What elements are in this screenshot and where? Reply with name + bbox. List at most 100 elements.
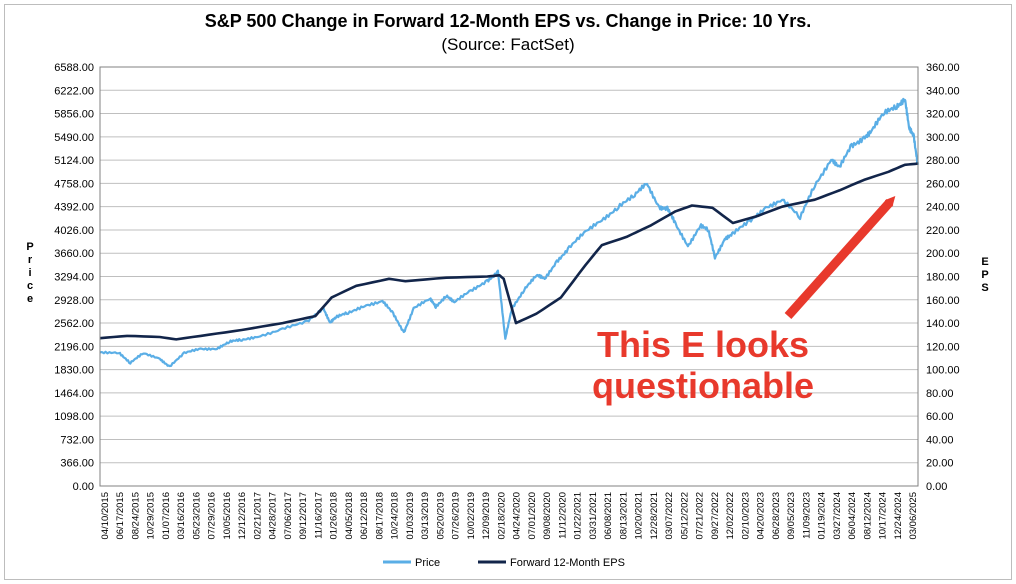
right-axis-label-char: P bbox=[981, 269, 988, 281]
left-axis-label-char: e bbox=[27, 293, 33, 305]
annotation: This E looks questionable bbox=[592, 196, 896, 406]
x-tick-label: 09/27/2022 bbox=[710, 492, 721, 540]
x-tick-label: 11/12/2020 bbox=[557, 492, 568, 539]
left-tick-label: 3294.00 bbox=[54, 272, 94, 284]
left-axis-label-char: c bbox=[27, 280, 33, 292]
x-tick-label: 11/16/2017 bbox=[313, 492, 324, 539]
legend-label: Price bbox=[415, 557, 440, 569]
x-tick-label: 04/24/2020 bbox=[512, 492, 523, 540]
x-tick-label: 06/28/2023 bbox=[771, 492, 782, 540]
x-tick-label: 11/09/2023 bbox=[801, 492, 812, 539]
x-tick-label: 10/05/2016 bbox=[222, 492, 233, 540]
right-tick-label: 280.00 bbox=[926, 155, 960, 167]
left-tick-label: 1830.00 bbox=[54, 365, 94, 377]
x-tick-label: 04/28/2017 bbox=[268, 492, 279, 540]
right-tick-label: 260.00 bbox=[926, 178, 960, 190]
left-tick-label: 2928.00 bbox=[54, 295, 94, 307]
x-tick-label: 05/23/2016 bbox=[191, 492, 202, 540]
x-tick-label: 07/21/2022 bbox=[695, 492, 706, 540]
x-tick-label: 01/07/2016 bbox=[161, 492, 172, 540]
right-tick-label: 240.00 bbox=[926, 202, 960, 214]
grid bbox=[100, 89, 918, 464]
x-tick-label: 12/09/2019 bbox=[481, 492, 492, 540]
right-tick-label: 0.00 bbox=[926, 481, 947, 493]
x-tick-label: 04/05/2018 bbox=[344, 492, 355, 540]
right-tick-label: 340.00 bbox=[926, 85, 960, 97]
left-tick-label: 5856.00 bbox=[54, 109, 94, 121]
left-tick-label: 2196.00 bbox=[54, 341, 94, 353]
x-tick-label: 08/13/2021 bbox=[618, 492, 629, 540]
left-tick-label: 4026.00 bbox=[54, 225, 94, 237]
eps-series-line bbox=[99, 162, 919, 341]
x-tick-label: 10/29/2015 bbox=[146, 492, 157, 540]
x-tick-label: 01/26/2018 bbox=[329, 492, 340, 540]
x-tick-label: 04/20/2023 bbox=[756, 492, 767, 540]
right-tick-label: 20.00 bbox=[926, 458, 954, 470]
right-tick-label: 140.00 bbox=[926, 318, 960, 330]
x-tick-label: 02/21/2017 bbox=[252, 492, 263, 540]
x-tick-label: 01/03/2019 bbox=[405, 492, 416, 540]
x-tick-label: 03/13/2019 bbox=[420, 492, 431, 540]
left-tick-label: 5490.00 bbox=[54, 132, 94, 144]
right-tick-label: 360.00 bbox=[926, 62, 960, 74]
x-tick-label: 07/01/2020 bbox=[527, 492, 538, 540]
right-tick-label: 60.00 bbox=[926, 411, 954, 423]
x-tick-label: 12/24/2024 bbox=[893, 492, 904, 540]
x-tick-label: 10/20/2021 bbox=[634, 492, 645, 540]
x-tick-label: 09/05/2023 bbox=[786, 492, 797, 540]
left-tick-label: 4392.00 bbox=[54, 202, 94, 214]
x-tick-label: 07/26/2019 bbox=[451, 492, 462, 540]
x-tick-label: 06/08/2021 bbox=[603, 492, 614, 540]
left-tick-label: 0.00 bbox=[73, 481, 94, 493]
left-tick-label: 6588.00 bbox=[54, 62, 94, 74]
x-tick-label: 02/18/2020 bbox=[496, 492, 507, 540]
ticks: 6588.00 6222.00 5856.00 5490.00 5124.00 4758.… bbox=[54, 62, 959, 540]
x-tick-label: 09/08/2020 bbox=[542, 492, 553, 540]
x-tick-label: 10/02/2019 bbox=[466, 492, 477, 540]
annotation-line-2: questionable bbox=[592, 365, 814, 406]
x-tick-label: 12/28/2021 bbox=[649, 492, 660, 540]
x-tick-label: 03/06/2025 bbox=[908, 492, 919, 540]
right-tick-label: 120.00 bbox=[926, 341, 960, 353]
chart-subtitle: (Source: FactSet) bbox=[441, 35, 574, 54]
x-tick-label: 01/22/2021 bbox=[573, 492, 584, 540]
left-tick-label: 732.00 bbox=[60, 434, 94, 446]
left-axis-label-char: i bbox=[28, 267, 31, 279]
left-tick-label: 366.00 bbox=[60, 458, 94, 470]
left-tick-label: 2562.00 bbox=[54, 318, 94, 330]
x-tick-label: 05/12/2022 bbox=[679, 492, 690, 540]
left-axis-label-char: P bbox=[26, 241, 33, 253]
x-tick-label: 10/17/2024 bbox=[878, 492, 889, 540]
x-tick-label: 06/12/2018 bbox=[359, 492, 370, 540]
x-tick-label: 06/17/2015 bbox=[115, 492, 126, 540]
left-tick-label: 5124.00 bbox=[54, 155, 94, 167]
x-tick-label: 09/12/2017 bbox=[298, 492, 309, 540]
x-tick-label: 12/12/2016 bbox=[237, 492, 248, 540]
right-tick-label: 100.00 bbox=[926, 365, 960, 377]
right-tick-label: 200.00 bbox=[926, 248, 960, 260]
x-tick-label: 06/04/2024 bbox=[847, 492, 858, 540]
red-arrow-icon bbox=[784, 196, 896, 320]
x-tick-label: 03/16/2016 bbox=[176, 492, 187, 540]
x-tick-label: 03/31/2021 bbox=[588, 492, 599, 540]
left-tick-label: 3660.00 bbox=[54, 248, 94, 260]
right-axis-label-char: S bbox=[981, 282, 988, 294]
x-tick-label: 12/02/2022 bbox=[725, 492, 736, 540]
x-tick-label: 08/12/2024 bbox=[862, 492, 873, 540]
chart-frame bbox=[4, 4, 1012, 580]
right-axis-label-char: E bbox=[981, 256, 988, 268]
right-tick-label: 220.00 bbox=[926, 225, 960, 237]
x-tick-label: 03/07/2022 bbox=[664, 492, 675, 540]
price-series-line bbox=[99, 97, 920, 368]
left-tick-label: 1098.00 bbox=[54, 411, 94, 423]
x-tick-label: 07/06/2017 bbox=[283, 492, 294, 540]
x-tick-label: 01/19/2024 bbox=[817, 492, 828, 540]
series-layer bbox=[99, 97, 920, 368]
left-tick-label: 1464.00 bbox=[54, 388, 94, 400]
x-tick-label: 04/10/2015 bbox=[100, 492, 111, 540]
x-tick-label: 03/27/2024 bbox=[832, 492, 843, 540]
left-tick-label: 6222.00 bbox=[54, 85, 94, 97]
right-tick-label: 300.00 bbox=[926, 132, 960, 144]
left-axis-label-char: r bbox=[28, 254, 33, 266]
x-tick-label: 07/29/2016 bbox=[207, 492, 218, 540]
